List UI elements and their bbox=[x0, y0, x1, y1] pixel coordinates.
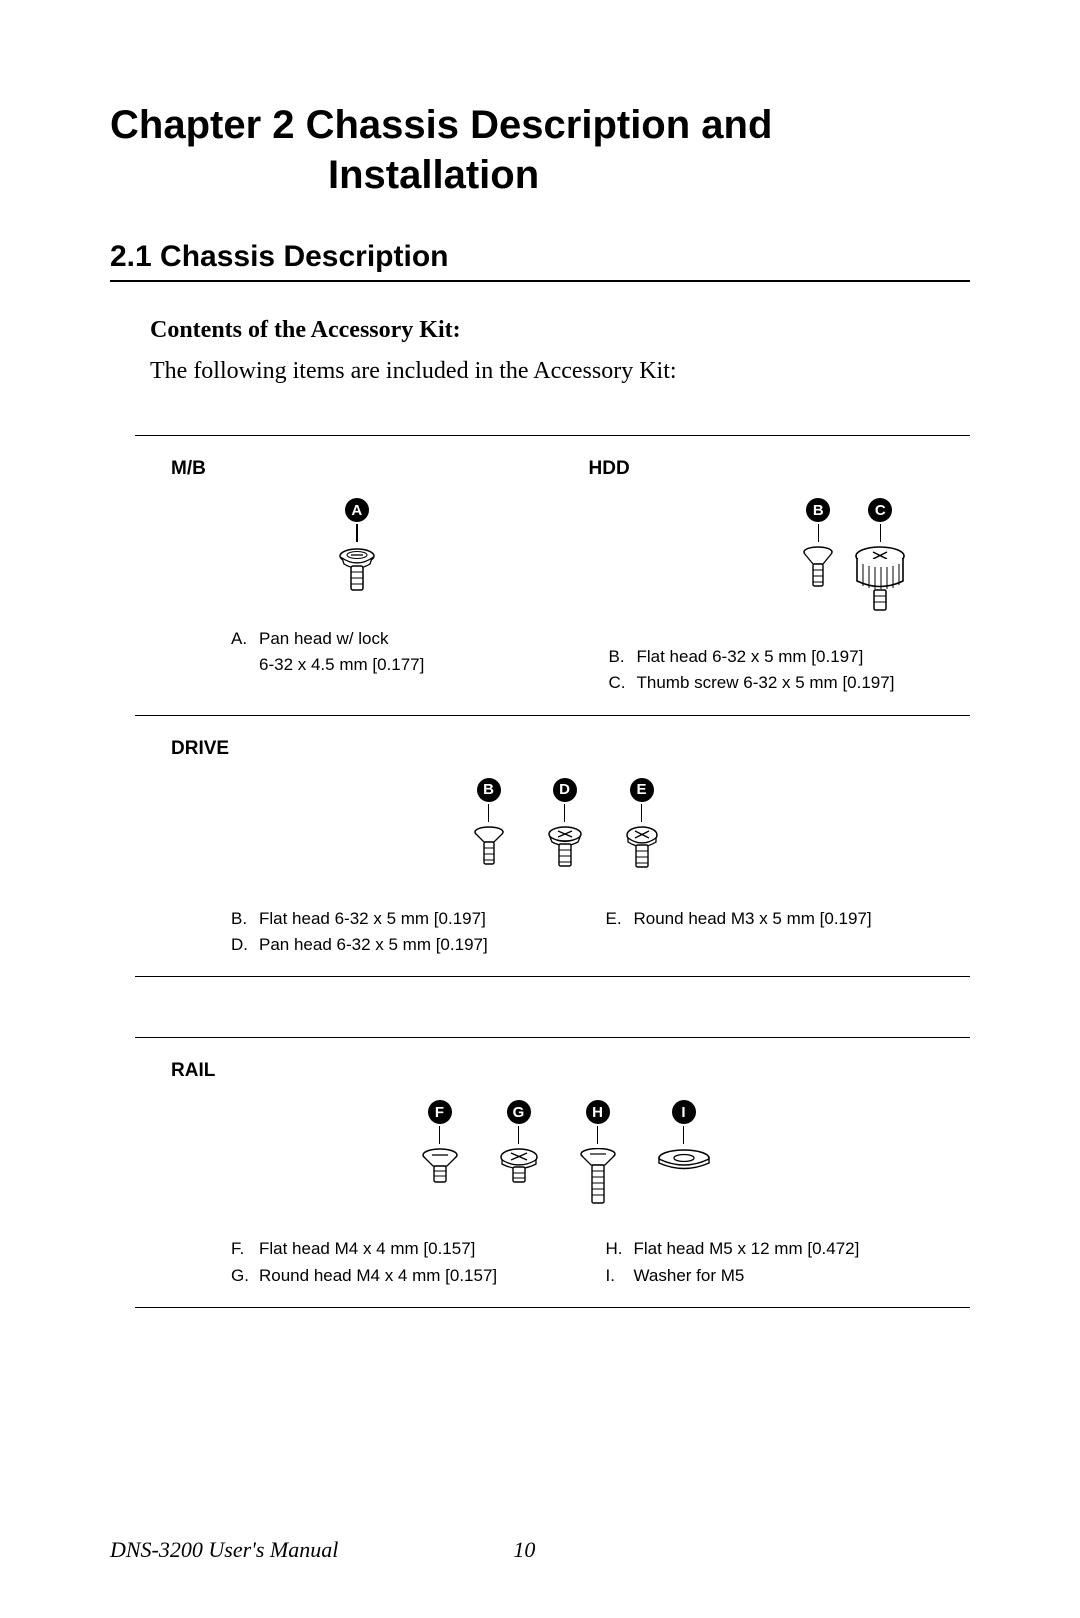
leader bbox=[683, 1126, 685, 1144]
pan-head-lock-screw-icon bbox=[337, 546, 377, 596]
mb-legend: A.Pan head w/ lock 6-32 x 4.5 mm [0.177] bbox=[231, 626, 543, 679]
leader bbox=[518, 1126, 520, 1144]
drive-legend: B.Flat head 6-32 x 5 mm [0.197] D.Pan he… bbox=[171, 906, 960, 959]
leader bbox=[356, 524, 358, 542]
label-hdd: HDD bbox=[589, 458, 961, 480]
leader bbox=[564, 804, 566, 822]
leader bbox=[439, 1126, 441, 1144]
screw-f: F bbox=[420, 1100, 460, 1188]
round-head-screw-icon bbox=[624, 826, 660, 872]
accessory-kit-heading: Contents of the Accessory Kit: bbox=[150, 317, 970, 344]
leader bbox=[597, 1126, 599, 1144]
leader bbox=[880, 524, 882, 542]
hdd-icons: B C bbox=[589, 498, 961, 616]
screw-d: D bbox=[546, 778, 584, 872]
badge-i: I bbox=[672, 1100, 696, 1124]
chapter-title-line1: Chapter 2 Chassis Description and bbox=[110, 103, 772, 147]
page-footer: DNS-3200 User's Manual 10 bbox=[110, 1537, 970, 1563]
badge-d: D bbox=[553, 778, 577, 802]
intro-text: The following items are included in the … bbox=[150, 358, 970, 385]
badge-f: F bbox=[428, 1100, 452, 1124]
badge-h: H bbox=[586, 1100, 610, 1124]
cell-hdd: HDD B C bbox=[553, 436, 971, 716]
cell-mb: M/B A bbox=[135, 436, 553, 716]
badge-b2: B bbox=[477, 778, 501, 802]
chapter-title-line2: Installation bbox=[110, 153, 539, 197]
cell-drive: DRIVE B D bbox=[135, 716, 970, 977]
screw-e: E bbox=[624, 778, 660, 872]
washer-i: I bbox=[656, 1100, 712, 1174]
flat-head-screw-icon bbox=[472, 826, 506, 872]
screw-a: A bbox=[337, 498, 377, 596]
washer-icon bbox=[656, 1148, 712, 1174]
screw-h: H bbox=[578, 1100, 618, 1208]
section-title: 2.1 Chassis Description bbox=[110, 240, 970, 282]
flat-head-screw-icon bbox=[801, 546, 835, 596]
rail-legend: F.Flat head M4 x 4 mm [0.157] G.Round he… bbox=[171, 1236, 960, 1289]
leader bbox=[488, 804, 490, 822]
flat-head-m4-screw-icon bbox=[420, 1148, 460, 1188]
manual-name: DNS-3200 User's Manual bbox=[110, 1537, 338, 1563]
chapter-title: Chapter 2 Chassis Description and Instal… bbox=[110, 100, 970, 200]
panel-mb-hdd-drive: M/B A bbox=[135, 435, 970, 977]
round-head-m4-screw-icon bbox=[498, 1148, 540, 1188]
hdd-legend: B.Flat head 6-32 x 5 mm [0.197] C.Thumb … bbox=[609, 644, 961, 697]
screw-c: C bbox=[853, 498, 907, 616]
screw-b-drive: B bbox=[472, 778, 506, 872]
pan-head-screw-icon bbox=[546, 826, 584, 872]
flat-head-m5-screw-icon bbox=[578, 1148, 618, 1208]
badge-b: B bbox=[806, 498, 830, 522]
leader bbox=[818, 524, 820, 542]
badge-c: C bbox=[868, 498, 892, 522]
drive-icons: B D bbox=[171, 778, 960, 878]
badge-a: A bbox=[345, 498, 369, 522]
badge-e: E bbox=[630, 778, 654, 802]
mb-icons: A bbox=[171, 498, 543, 598]
panel-rail: RAIL F G bbox=[135, 1037, 970, 1308]
badge-g: G bbox=[507, 1100, 531, 1124]
screw-g: G bbox=[498, 1100, 540, 1188]
leader bbox=[641, 804, 643, 822]
rail-icons: F G bbox=[171, 1100, 960, 1208]
screw-b-hdd: B bbox=[801, 498, 835, 596]
label-rail: RAIL bbox=[171, 1060, 960, 1082]
label-drive: DRIVE bbox=[171, 738, 960, 760]
page-number: 10 bbox=[513, 1537, 535, 1563]
cell-rail: RAIL F G bbox=[135, 1038, 970, 1307]
thumb-screw-icon bbox=[853, 546, 907, 616]
label-mb: M/B bbox=[171, 458, 543, 480]
